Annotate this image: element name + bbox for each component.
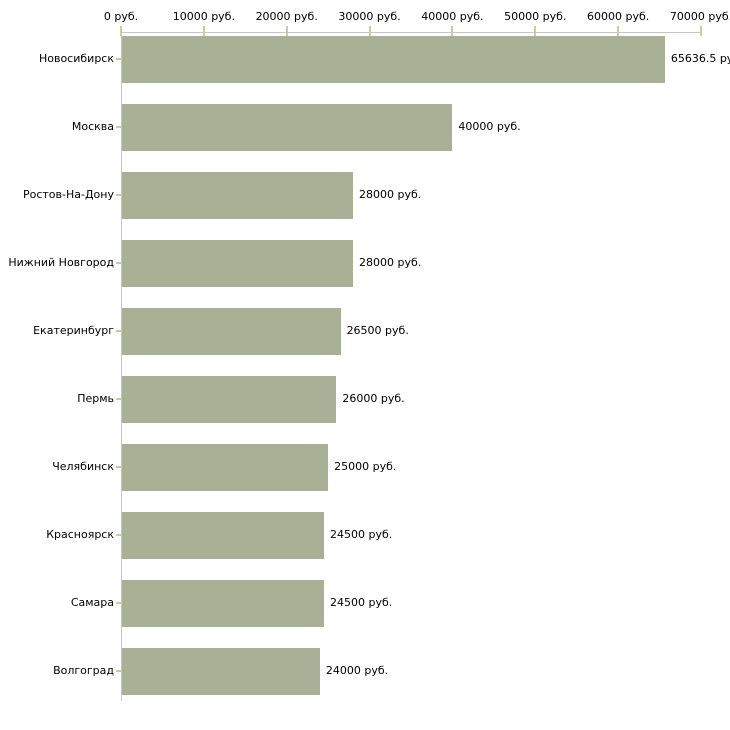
category-tick-mark (116, 602, 121, 604)
category-label: Красноярск (46, 528, 114, 541)
category-tick-mark (116, 262, 121, 264)
x-axis-tick-label: 50000 руб. (504, 10, 567, 23)
value-label: 40000 руб. (458, 120, 521, 133)
value-label: 25000 руб. (334, 460, 397, 473)
bar (122, 240, 353, 287)
category-label: Пермь (77, 392, 114, 405)
value-label: 24500 руб. (330, 596, 393, 609)
x-axis-tick-mark (534, 26, 537, 36)
x-axis-tick-label: 30000 руб. (338, 10, 401, 23)
value-label: 26500 руб. (346, 324, 409, 337)
value-label: 28000 руб. (359, 188, 422, 201)
bar (122, 376, 337, 423)
category-tick-mark (116, 534, 121, 536)
category-label: Челябинск (52, 460, 114, 473)
value-label: 65636.5 руб. (670, 52, 730, 65)
bar (122, 444, 329, 491)
x-axis-tick-mark (285, 26, 288, 36)
category-label: Екатеринбург (33, 324, 114, 337)
category-tick-mark (116, 398, 121, 400)
x-axis-tick-mark (617, 26, 620, 36)
x-axis-tick-mark (700, 26, 702, 36)
bar (122, 104, 453, 151)
x-axis-tick-label: 40000 руб. (421, 10, 484, 23)
bar (122, 580, 324, 627)
category-label: Новосибирск (38, 52, 114, 65)
category-label: Самара (70, 596, 114, 609)
value-label: 24500 руб. (330, 528, 393, 541)
category-label: Москва (71, 120, 114, 133)
y-axis-line (121, 32, 122, 701)
category-label: Волгоград (53, 664, 114, 677)
value-label: 28000 руб. (359, 256, 422, 269)
category-tick-mark (116, 194, 121, 196)
bar (122, 648, 320, 695)
x-axis-tick-mark (368, 26, 371, 36)
x-axis-tick-label: 0 руб. (103, 10, 139, 23)
x-axis-tick-label: 20000 руб. (255, 10, 318, 23)
category-tick-mark (116, 126, 121, 128)
category-tick-mark (116, 466, 121, 468)
x-axis-tick-mark (120, 26, 122, 36)
bar (122, 172, 353, 219)
x-axis-tick-mark (202, 26, 205, 36)
value-label: 26000 руб. (342, 392, 405, 405)
x-axis-tick-label: 60000 руб. (587, 10, 650, 23)
value-label: 24000 руб. (325, 664, 389, 677)
x-axis-tick-label: 70000 руб. (669, 10, 730, 23)
category-tick-mark (116, 670, 121, 672)
category-label: Нижний Новгород (8, 256, 114, 269)
category-label: Ростов-На-Дону (22, 188, 114, 201)
bar (122, 36, 665, 83)
bar (122, 308, 341, 355)
bar (122, 512, 324, 559)
category-tick-mark (116, 58, 121, 60)
x-axis-line (121, 32, 702, 33)
category-tick-mark (116, 330, 121, 332)
x-axis-tick-label: 10000 руб. (172, 10, 235, 23)
x-axis-tick-mark (451, 26, 454, 36)
